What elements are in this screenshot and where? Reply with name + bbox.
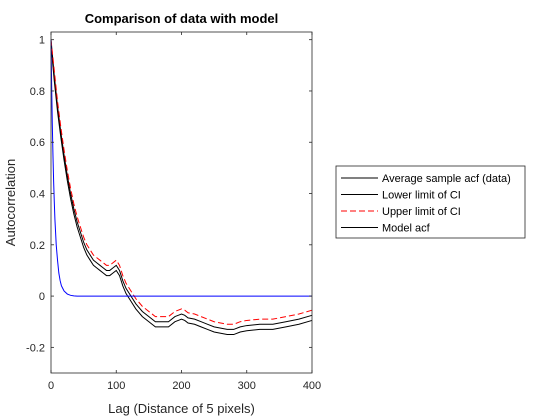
- y-axis-label: Autocorrelation: [3, 159, 18, 246]
- y-tick-label: -0.2: [26, 342, 45, 354]
- plot-area: [51, 32, 312, 373]
- x-tick-label: 400: [303, 380, 321, 392]
- legend-label-3: Upper limit of CI: [382, 206, 461, 218]
- y-tick-label: 0.4: [30, 189, 45, 201]
- y-tick-label: 0.6: [30, 137, 45, 149]
- y-tick-label: 1: [39, 35, 45, 47]
- legend-label-1: Average sample acf (data): [382, 173, 511, 185]
- legend-label-2: Lower limit of CI: [382, 190, 461, 202]
- x-tick-label: 100: [107, 380, 125, 392]
- x-tick-label: 300: [238, 380, 256, 392]
- legend: Average sample acf (data) Lower limit of …: [335, 165, 526, 239]
- series-line-3: [50, 39, 313, 325]
- chart-title: Comparison of data with model: [85, 11, 279, 26]
- series-line-1: [50, 39, 313, 330]
- series-layer: [50, 39, 313, 336]
- y-tick-label: 0.2: [30, 240, 45, 252]
- series-line-2: [50, 44, 313, 336]
- x-tick-label: 0: [48, 380, 54, 392]
- x-axis-label: Lag (Distance of 5 pixels): [108, 401, 255, 416]
- y-axis: -0.2 0 0.2 0.4 0.6 0.8 1: [26, 35, 312, 354]
- y-tick-label: 0.8: [30, 86, 45, 98]
- legend-entries: Average sample acf (data) Lower limit of …: [341, 173, 511, 235]
- series-line-4: [50, 39, 312, 297]
- y-tick-label: 0: [39, 291, 45, 303]
- x-axis: 0 100 200 300 400: [48, 32, 321, 392]
- x-tick-label: 200: [172, 380, 190, 392]
- legend-label-4: Model acf: [382, 223, 431, 235]
